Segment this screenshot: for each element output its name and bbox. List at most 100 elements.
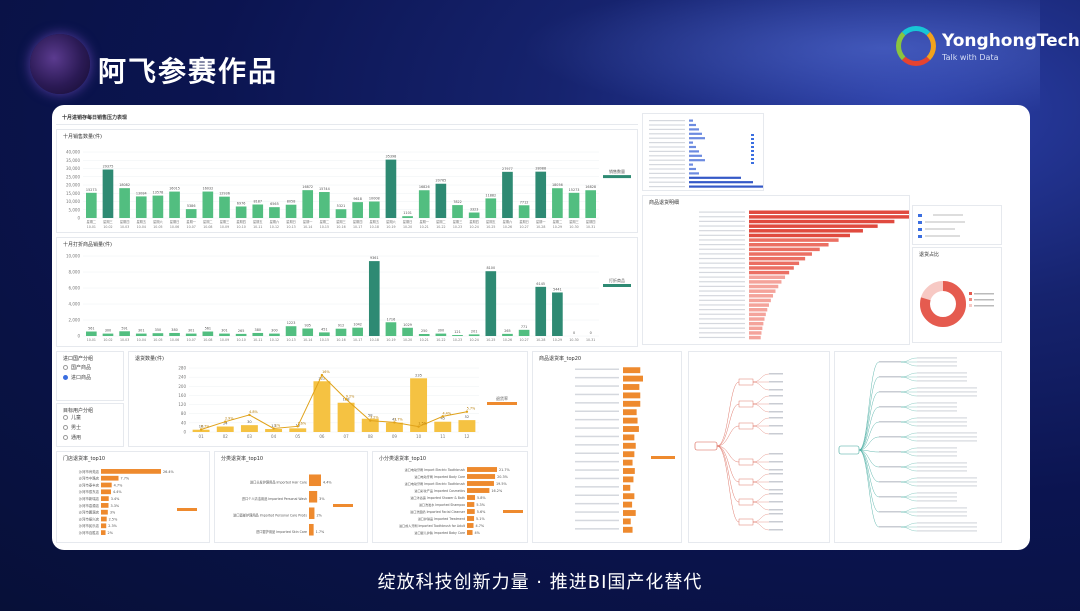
bar: [749, 219, 895, 224]
bar-value-label: 26.4%: [163, 470, 175, 474]
x-tick-label: 10-26: [503, 225, 512, 229]
tree-link: [900, 421, 918, 427]
bar: [749, 298, 771, 303]
bar-value-label: 771: [521, 325, 527, 329]
bar: [216, 426, 234, 432]
bar: [202, 331, 214, 336]
tree-link: [752, 373, 770, 383]
row-label: 进口个人清洁用品 Imported Personal Wash: [242, 496, 307, 501]
bar: [689, 181, 753, 184]
tree-link: [752, 395, 770, 405]
bar-value-label: 300: [271, 329, 277, 333]
x-tick-label: 10-02: [103, 338, 112, 342]
radio-label: 国产商品: [71, 365, 92, 371]
radio-imported[interactable]: 进口商品: [63, 374, 123, 381]
radio-circle[interactable]: [63, 425, 68, 430]
radio-men[interactable]: 男士: [63, 424, 123, 431]
dashboard-title: 十月进销存每日销售压力表现: [62, 115, 128, 121]
bar-value-label: 6565: [270, 202, 279, 206]
radio-circle[interactable]: [63, 435, 68, 440]
bar: [385, 159, 397, 218]
weekday-tick-label: 星期日: [170, 219, 180, 224]
tree-leaf: [917, 477, 977, 479]
tree-leaf: [769, 425, 783, 427]
bar-value-label: 301: [138, 329, 144, 333]
bar: [402, 216, 413, 218]
row-label-placeholder: [575, 435, 619, 438]
bar-value-label: 3%: [319, 497, 325, 501]
bar: [101, 475, 119, 481]
weekday-tick-label: 星期三: [336, 219, 346, 224]
bar-value-label: 300: [438, 329, 444, 333]
radio-domestic[interactable]: 国产商品: [63, 364, 123, 371]
bar: [119, 188, 130, 218]
bar: [467, 467, 497, 472]
brand-name: YonghongTech: [942, 30, 1080, 51]
y-tick-label: 40,000: [66, 150, 80, 155]
bar: [385, 422, 403, 432]
tree-leaf: [917, 395, 977, 397]
row-label-placeholder: [649, 150, 685, 152]
bar-value-label: 235: [415, 373, 422, 377]
row-label-placeholder: [699, 248, 745, 250]
bar: [101, 489, 111, 495]
bar: [402, 327, 413, 336]
row-label-placeholder: [575, 502, 619, 505]
line-value-label: 4.8%: [249, 410, 258, 414]
bar: [623, 451, 635, 458]
bar-value-label: 21.7%: [499, 468, 511, 472]
row-label: 沙河市泰丰店: [79, 482, 100, 487]
tree-link: [900, 376, 918, 382]
legend-swatch: [651, 456, 675, 459]
line-value-label: 5.7%: [467, 407, 476, 411]
bar: [202, 191, 214, 218]
bar: [467, 474, 496, 479]
tree-leaf: [917, 440, 977, 442]
bar-value-label: 13: [271, 424, 276, 428]
tree-leaf: [769, 509, 783, 511]
row-label-placeholder: [649, 159, 685, 161]
x-tick-label: 10-25: [486, 225, 495, 229]
legend-label: 退货率: [496, 395, 508, 401]
line-point: [224, 420, 227, 423]
bar: [337, 402, 355, 432]
bar-value-label: 52: [465, 415, 470, 419]
store-returns-chart: 沙河市肖苑店 26.4% 沙河市中路店 7.7% 沙河市泰丰店 4.7% 沙河市辰东店 4.4…: [79, 469, 197, 535]
bar-value-label: 16826: [419, 185, 430, 189]
line-point: [272, 427, 275, 430]
x-tick-label: 10-14: [303, 338, 312, 342]
bar: [468, 212, 480, 218]
row-label-placeholder: [575, 376, 619, 379]
bar-value-label: 201: [471, 329, 477, 333]
bar: [452, 335, 463, 336]
bar-value-label: 300: [105, 329, 111, 333]
tree-leaf: [917, 372, 967, 374]
tree-link: [716, 403, 740, 447]
tree-node: [879, 361, 901, 363]
row-label: 进口电动牙刷 Import Electric Toothbrush: [405, 467, 465, 472]
bar: [689, 167, 696, 171]
bar: [101, 530, 106, 535]
radio-children[interactable]: 儿童: [63, 414, 123, 421]
bar: [518, 205, 530, 218]
bar-value-label: 58: [368, 414, 373, 418]
line-value-label: 9.2%: [346, 394, 355, 398]
bar-value-label: 13084: [136, 191, 147, 195]
returns-chart-title: 退货数量(件): [135, 356, 164, 362]
weekday-tick-label: 星期四: [120, 219, 130, 224]
bar-value-label: 15273: [569, 188, 580, 192]
radio-general[interactable]: 通用: [63, 434, 123, 441]
row-label-placeholder: [699, 257, 745, 260]
row-label: 进口电动牙刷 Import Electric Toothbrush: [405, 481, 465, 486]
radio-circle[interactable]: [63, 365, 68, 370]
bar: [410, 378, 428, 432]
bar: [623, 468, 635, 474]
y-tick-label: 200: [178, 384, 186, 389]
bar: [269, 207, 280, 218]
weekday-tick-label: 星期二: [203, 219, 213, 224]
bar: [689, 159, 705, 162]
radio-circle[interactable]: [63, 415, 68, 420]
bar-value-label: 5441: [553, 287, 562, 291]
radio-circle-selected[interactable]: [63, 375, 68, 380]
bar: [689, 185, 763, 188]
